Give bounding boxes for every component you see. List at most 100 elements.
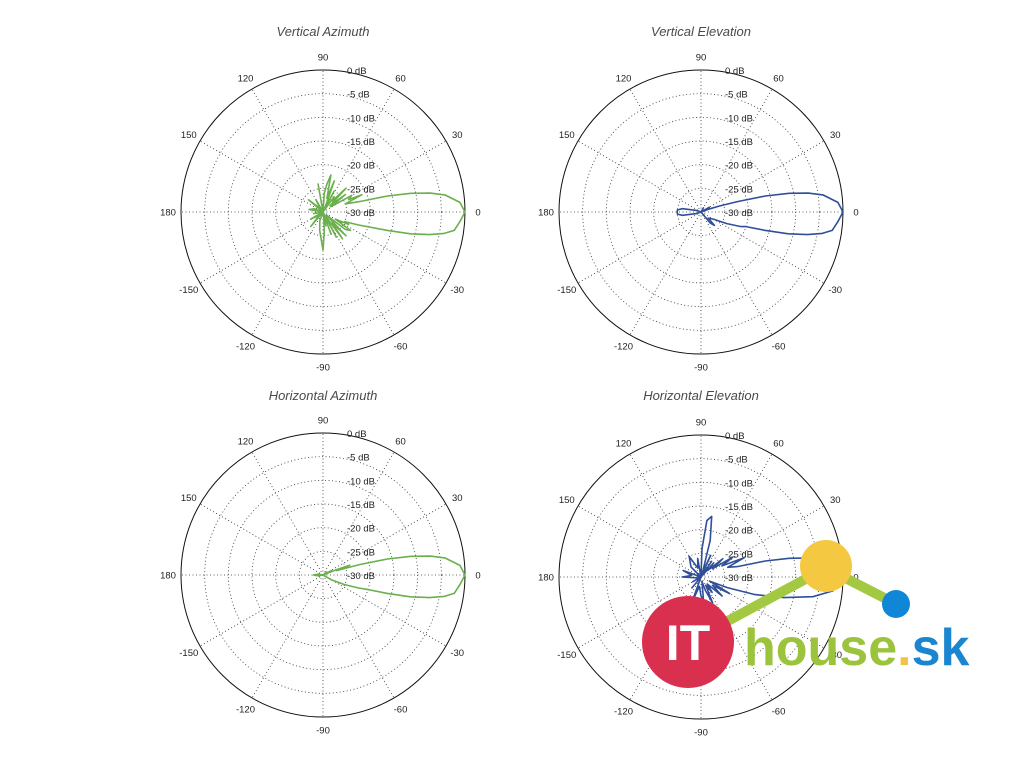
chart-title: Vertical Elevation xyxy=(651,24,751,39)
angle-tick-label: 30 xyxy=(830,495,841,506)
grid-ring xyxy=(582,458,820,696)
pattern-series-line xyxy=(307,174,466,251)
angle-tick-label: 60 xyxy=(395,73,406,84)
angle-tick-label: -30 xyxy=(450,285,464,296)
angle-tick-label: -150 xyxy=(557,650,576,661)
radial-tick-label: -5 dB xyxy=(347,90,370,101)
angle-tick-label: -120 xyxy=(614,707,633,718)
pattern-series-line xyxy=(312,555,466,599)
angle-tick-label: 30 xyxy=(452,493,463,504)
grid-spoke xyxy=(199,574,324,647)
grid-spoke xyxy=(577,140,702,213)
radial-tick-label: -20 dB xyxy=(725,526,753,537)
logo-red-circle xyxy=(642,596,734,688)
grid-spoke xyxy=(629,88,702,213)
chart-title: Horizontal Elevation xyxy=(643,388,759,403)
polar-chart-3: Horizontal Azimuth 90 60 30 0 -30 -60 -90 -120 -1… xyxy=(160,388,481,737)
grid-ring xyxy=(204,456,442,694)
angle-tick-label: 150 xyxy=(559,130,575,141)
radial-tick-label: -5 dB xyxy=(347,453,370,464)
grid-spoke xyxy=(322,140,447,213)
grid-spoke xyxy=(700,576,825,649)
pattern-series-line xyxy=(676,192,844,236)
radial-tick-label: -30 dB xyxy=(347,571,375,582)
angle-tick-label: 120 xyxy=(238,436,254,447)
angle-tick-label: 0 xyxy=(475,571,480,582)
angle-tick-label: 120 xyxy=(616,438,632,449)
angle-tick-label: -30 xyxy=(450,648,464,659)
angle-tick-label: -150 xyxy=(179,648,198,659)
angle-tick-label: 30 xyxy=(830,130,841,141)
angle-tick-label: -60 xyxy=(772,342,786,353)
grid-spoke xyxy=(251,88,324,213)
logo-blue-node xyxy=(882,590,910,618)
radial-tick-label: -30 dB xyxy=(347,208,375,219)
grid-spoke xyxy=(577,505,702,578)
angle-tick-label: 180 xyxy=(160,208,176,219)
angle-tick-label: -90 xyxy=(316,726,330,737)
angle-tick-label: -60 xyxy=(394,342,408,353)
angle-tick-label: 30 xyxy=(452,130,463,141)
radial-tick-label: -5 dB xyxy=(725,90,748,101)
logo-sk-text: sk xyxy=(912,619,970,677)
angle-tick-label: 180 xyxy=(538,208,554,219)
radial-tick-label: -25 dB xyxy=(725,549,753,560)
grid-spoke xyxy=(322,503,447,576)
angle-tick-label: -60 xyxy=(772,707,786,718)
radial-tick-label: 0 dB xyxy=(725,66,745,77)
radial-tick-label: -20 dB xyxy=(347,161,375,172)
pattern-series-line xyxy=(681,515,844,605)
grid-spoke xyxy=(251,211,324,336)
grid-spoke xyxy=(322,574,395,699)
grid-spoke xyxy=(251,574,324,699)
angle-tick-label: -120 xyxy=(614,342,633,353)
radial-tick-label: -15 dB xyxy=(725,502,753,513)
grid-ring xyxy=(275,164,371,260)
radial-tick-label: -15 dB xyxy=(347,500,375,511)
grid-spoke xyxy=(700,88,773,213)
radial-tick-label: -10 dB xyxy=(725,478,753,489)
angle-tick-label: -120 xyxy=(236,705,255,716)
radial-tick-label: -30 dB xyxy=(725,208,753,219)
grid-spoke xyxy=(629,211,702,336)
radial-tick-label: -10 dB xyxy=(725,113,753,124)
grid-spoke xyxy=(322,211,447,284)
grid-spoke xyxy=(577,211,702,284)
grid-spoke xyxy=(199,211,324,284)
angle-tick-label: 60 xyxy=(773,73,784,84)
radial-tick-label: -20 dB xyxy=(725,161,753,172)
polar-chart-1: Vertical Azimuth 90 60 30 0 -30 -60 -90 -120 -150… xyxy=(160,24,481,374)
angle-tick-label: -90 xyxy=(694,728,708,739)
logo-house-text: house xyxy=(744,619,897,677)
grid-spoke xyxy=(700,140,825,213)
grid-ring xyxy=(582,93,820,331)
angle-tick-label: 90 xyxy=(696,53,707,64)
grid-spoke xyxy=(199,140,324,213)
radial-tick-label: -30 dB xyxy=(725,573,753,584)
radial-tick-label: -15 dB xyxy=(347,137,375,148)
angle-tick-label: 180 xyxy=(538,573,554,584)
grid-spoke xyxy=(251,451,324,576)
angle-tick-label: -150 xyxy=(179,285,198,296)
angle-tick-label: 120 xyxy=(238,73,254,84)
grid-ring xyxy=(653,164,749,260)
angle-tick-label: 150 xyxy=(559,495,575,506)
grid-spoke xyxy=(322,211,395,336)
angle-tick-label: 150 xyxy=(181,130,197,141)
radial-tick-label: -20 dB xyxy=(347,524,375,535)
grid-spoke xyxy=(199,503,324,576)
logo-yellow-node xyxy=(800,540,852,592)
grid-ring xyxy=(275,527,371,623)
angle-tick-label: 0 xyxy=(853,208,858,219)
radial-tick-label: -15 dB xyxy=(725,137,753,148)
grid-spoke xyxy=(322,451,395,576)
grid-ring xyxy=(298,187,348,237)
angle-tick-label: 90 xyxy=(696,418,707,429)
polar-chart-2: Vertical Elevation 90 60 30 0 -30 -60 -90 -120 -1… xyxy=(538,24,859,374)
angle-tick-label: -30 xyxy=(828,285,842,296)
angle-tick-label: -60 xyxy=(394,705,408,716)
angle-tick-label: 150 xyxy=(181,493,197,504)
angle-tick-label: 120 xyxy=(616,73,632,84)
angle-tick-label: 0 xyxy=(475,208,480,219)
